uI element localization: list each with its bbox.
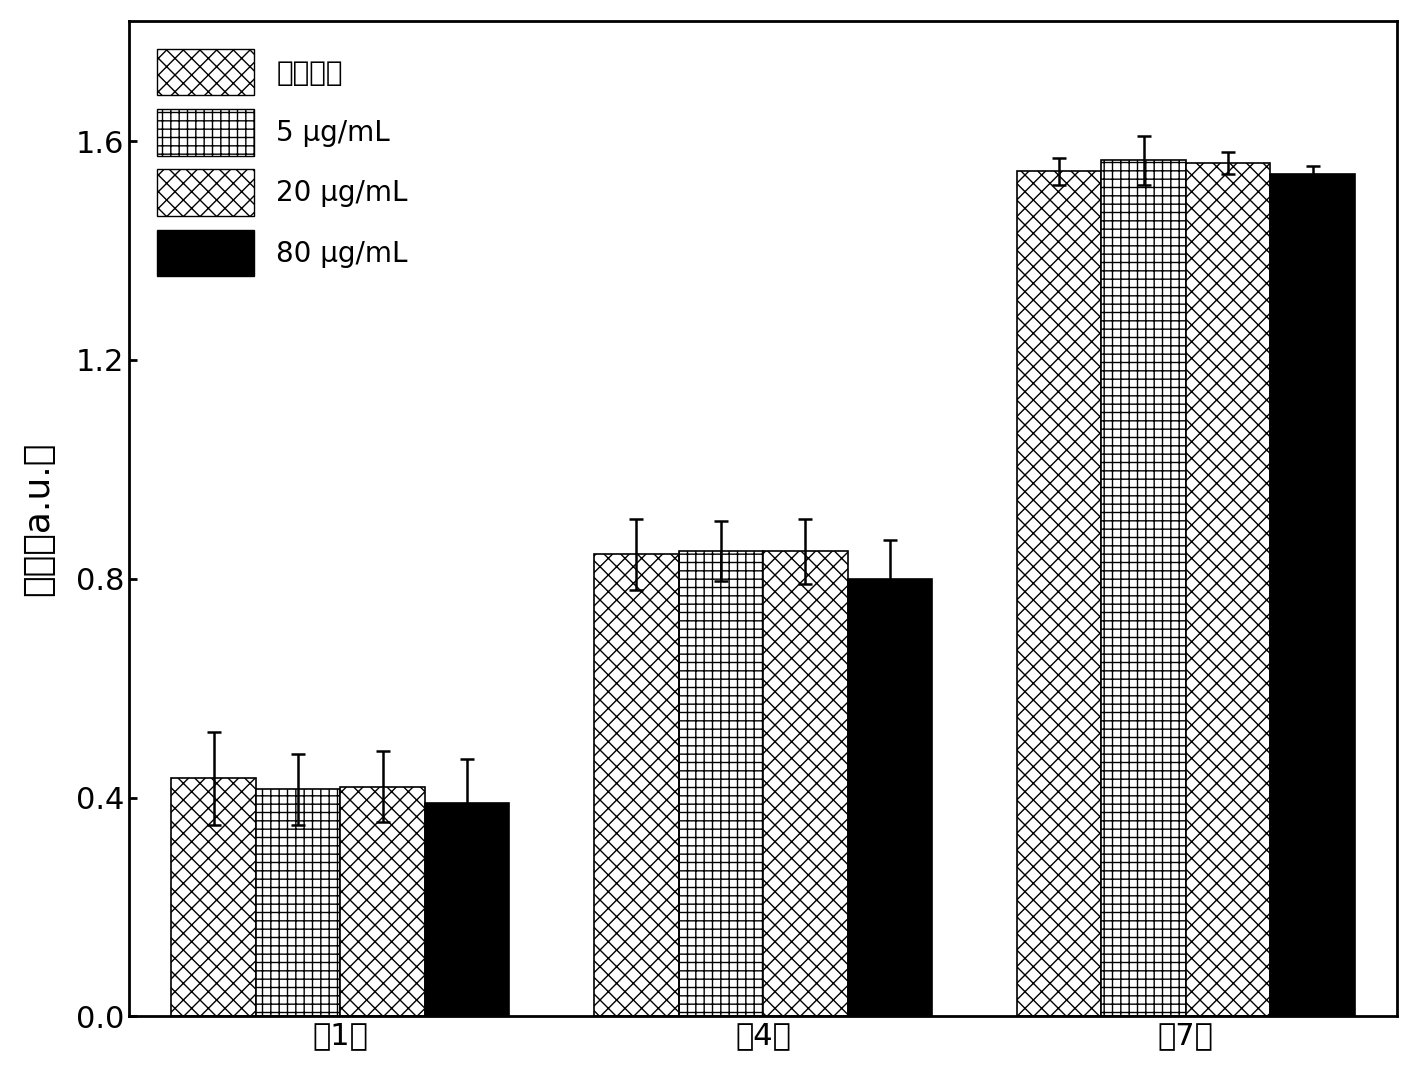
Bar — [848, 578, 932, 1016]
Bar — [679, 552, 763, 1016]
Bar — [1017, 171, 1102, 1016]
Legend: 空白对照, 5 μg/mL, 20 μg/mL, 80 μg/mL: 空白对照, 5 μg/mL, 20 μg/mL, 80 μg/mL — [143, 34, 421, 290]
Bar — [172, 779, 255, 1016]
Bar — [1271, 174, 1354, 1016]
Bar — [340, 786, 425, 1016]
Bar — [594, 554, 679, 1016]
Bar — [763, 552, 848, 1016]
Bar — [425, 803, 509, 1016]
Bar — [1185, 163, 1271, 1016]
Bar — [255, 789, 340, 1016]
Bar — [1102, 161, 1185, 1016]
Y-axis label: 吸收（a.u.）: 吸收（a.u.） — [21, 441, 55, 595]
